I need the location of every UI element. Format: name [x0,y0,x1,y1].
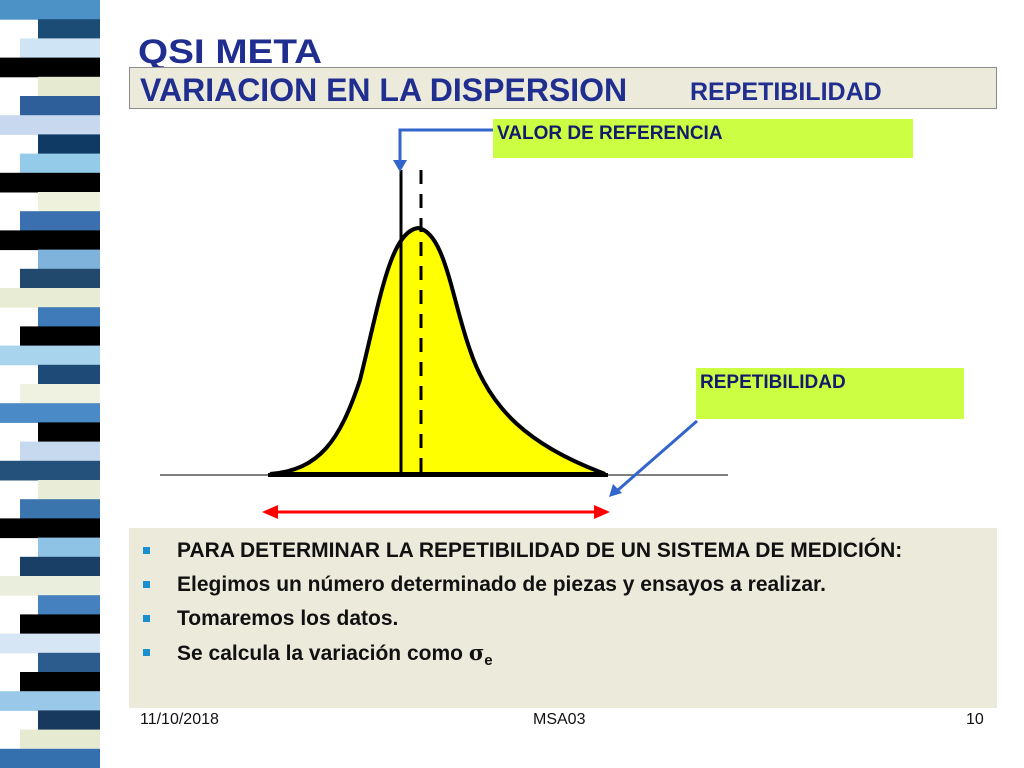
bullet-item: PARA DETERMINAR LA REPETIBILIDAD DE UN S… [129,536,997,566]
stripe [38,480,100,500]
stripe [0,230,100,251]
stripe [0,633,100,654]
stripe [20,672,100,692]
stripe [0,172,100,193]
bullet-text: Elegimos un número determinado de piezas… [177,573,826,596]
stripe [0,403,100,423]
bullet-list: PARA DETERMINAR LA REPETIBILIDAD DE UN S… [129,528,997,676]
footer-page-number: 10 [966,711,984,728]
qsi-meta-logo: QSI META [138,34,322,68]
stripe [20,153,100,174]
stripe [38,307,100,327]
decorative-stripes [0,0,100,768]
repeatability-range-arrow [262,505,610,519]
stripe [38,19,100,39]
bullet-item: Se calcula la variación como σe [129,638,997,676]
bullet-text: Se calcula la variación como [177,642,469,665]
title-box: VARIACION EN LA DISPERSION REPETIBILIDAD [129,67,997,109]
stripe [0,460,100,481]
stripe [38,710,100,731]
stripe [38,595,100,615]
slide-title: VARIACION EN LA DISPERSION [140,72,628,108]
stripe [20,499,100,519]
bullet-marker [143,547,150,554]
footer-center-text: MSA03 [533,711,586,728]
stripe [20,211,100,231]
stripe [20,38,100,59]
bullet-item: Elegimos un número determinado de piezas… [129,570,997,600]
stripe [0,345,100,366]
sigma-subscript: e [484,652,493,669]
stripe [38,76,100,97]
stripe [38,364,100,385]
stripe [20,326,100,347]
slide-subtitle: REPETIBILIDAD [690,78,882,106]
bullet-marker [143,649,150,656]
bullet-marker [143,581,150,588]
stripe [38,134,100,155]
stripe [38,422,100,443]
reference-value-label: VALOR DE REFERENCIA [493,119,913,158]
stripe [20,441,100,462]
stripe [0,0,100,20]
bullet-list-box: PARA DETERMINAR LA REPETIBILIDAD DE UN S… [129,528,997,708]
stripe [0,518,100,539]
footer-date: 11/10/2018 [140,711,219,728]
stripe [38,652,100,673]
stripe [38,249,100,270]
bullet-text: PARA DETERMINAR LA REPETIBILIDAD DE UN S… [177,539,903,562]
stripe [38,192,100,212]
bullet-marker [143,615,150,622]
stripe [20,556,100,577]
logo-text: QSI META [138,34,322,68]
stripe [0,57,100,78]
bullet-item: Tomaremos los datos. [129,604,997,634]
stripe [38,537,100,558]
stripe [0,691,100,711]
stripe [20,384,100,404]
bullet-text: Tomaremos los datos. [177,607,399,630]
stripe [0,576,100,596]
stripe [20,268,100,289]
stripe [20,729,100,750]
sigma-symbol: σ [468,640,485,665]
repeatability-label: REPETIBILIDAD [696,368,964,419]
repeatability-pointer-arrow [609,419,698,497]
reference-pointer-arrow [393,128,493,172]
stripe [20,614,100,635]
stripe [0,288,100,308]
stripe [0,748,100,768]
normal-curve [269,225,606,476]
stripe [0,115,100,135]
stripe [20,96,100,116]
